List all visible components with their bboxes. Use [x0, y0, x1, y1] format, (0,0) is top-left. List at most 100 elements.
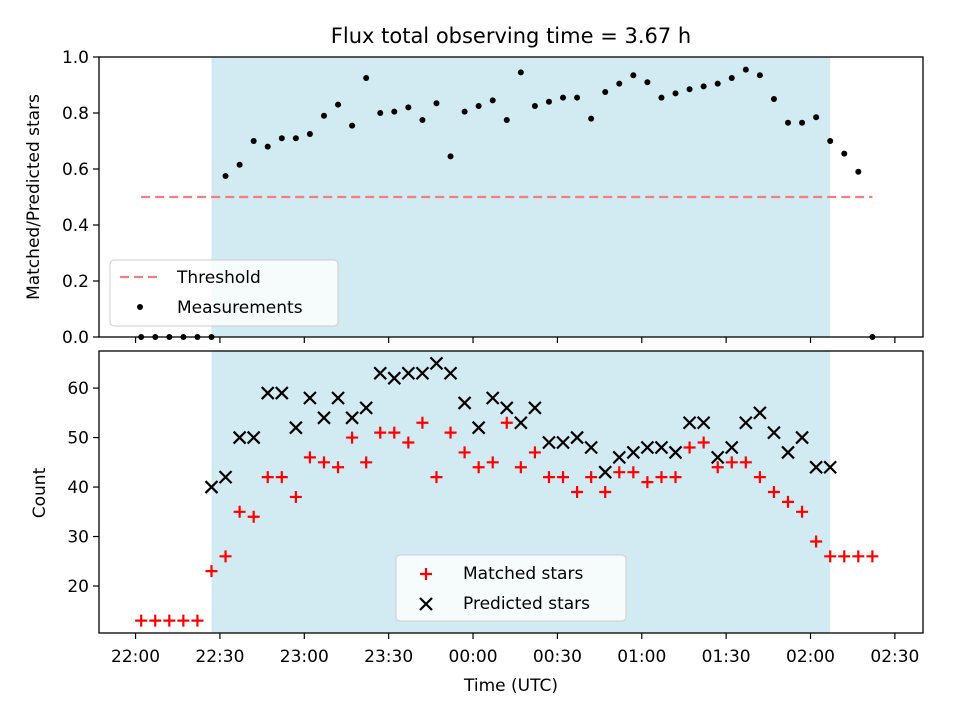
matched-star-markers [135, 416, 879, 627]
measurement-point [264, 143, 271, 150]
count-y-tick-label: 30 [67, 528, 89, 548]
matched-star-marker [571, 486, 584, 498]
measurement-point [503, 117, 510, 123]
measurement-point [841, 150, 848, 157]
measurement-point [545, 98, 552, 105]
measurement-point [349, 122, 356, 129]
predicted-star-marker [626, 445, 641, 460]
measurement-point [785, 119, 792, 126]
measurement-point [320, 112, 327, 119]
predicted-star-marker [542, 435, 556, 450]
matched-star-marker [317, 456, 330, 469]
predicted-star-marker [317, 411, 331, 425]
time-x-tick-label: 00:30 [533, 647, 582, 667]
matched-star-marker [782, 495, 795, 508]
legend-matched-label: Matched stars [463, 564, 583, 584]
matched-star-marker [233, 505, 246, 518]
legend-measurements-label: Measurements [177, 298, 303, 318]
predicted-star-marker [218, 470, 233, 484]
predicted-star-marker [696, 415, 711, 430]
matched-star-marker [374, 426, 387, 439]
count-legend: Matched stars Predicted stars [395, 554, 627, 622]
matched-star-marker [753, 471, 766, 484]
time-x-tick-label: 22:30 [195, 647, 244, 667]
predicted-star-marker [387, 371, 402, 385]
predicted-star-marker [640, 440, 655, 455]
chart-title: Flux total observing time = 3.67 h [331, 24, 691, 48]
predicted-star-marker [415, 366, 430, 381]
measurement-point [278, 135, 285, 142]
predicted-star-marker [345, 411, 359, 425]
time-x-tick-label: 23:30 [364, 647, 413, 667]
measurement-point [377, 110, 384, 116]
measurement-point [672, 90, 679, 97]
predicted-star-marker [359, 401, 373, 415]
count-y-tick-label: 50 [67, 429, 89, 449]
predicted-star-marker [823, 460, 837, 475]
count-y-tick-label: 40 [67, 478, 89, 498]
x-axis-label: Time (UTC) [463, 676, 558, 696]
predicted-star-marker [204, 480, 219, 494]
matched-star-marker [585, 471, 598, 484]
measurement-point [335, 101, 342, 108]
matched-star-marker [514, 461, 527, 474]
predicted-star-marker [570, 430, 584, 445]
legend-predicted-swatch [419, 597, 433, 611]
measurement-point [700, 83, 707, 90]
matched-star-marker [458, 446, 471, 459]
matched-star-marker [430, 471, 443, 484]
predicted-star-marker [443, 366, 458, 381]
count-y-axis: 20 30 40 50 60 [67, 379, 99, 597]
predicted-star-marker [556, 435, 570, 450]
predicted-star-marker [753, 406, 767, 420]
ratio-panel: 0.0 0.2 0.4 0.6 0.8 1.0 Matched/Predicted sta… [24, 48, 924, 348]
predicted-star-marker [795, 430, 809, 445]
matched-star-marker [177, 614, 190, 627]
matched-star-marker [500, 416, 513, 429]
matched-star-marker [205, 565, 218, 578]
matched-star-marker [219, 550, 232, 563]
matched-star-marker [528, 446, 541, 459]
ratio-x-ticks [134, 337, 896, 343]
measurement-point [306, 131, 313, 137]
measurement-point [433, 100, 440, 107]
measurement-point [489, 97, 496, 104]
matched-star-marker [472, 461, 485, 474]
matched-star-marker [388, 426, 401, 439]
matched-star-marker [346, 431, 359, 444]
count-legend-box [395, 554, 627, 622]
predicted-star-marker [598, 465, 612, 479]
count-y-tick-label: 60 [67, 379, 89, 399]
matched-star-marker [613, 466, 626, 479]
matched-star-marker [810, 535, 823, 548]
matched-star-marker [725, 456, 738, 469]
predicted-star-marker [275, 386, 289, 400]
measurement-point [475, 103, 482, 109]
predicted-star-marker [303, 391, 317, 405]
count-panel: 20 30 40 50 60 22:00 22:30 23:00 23:30 00:00 00:3… [30, 351, 924, 696]
measurement-point [644, 79, 651, 86]
matched-star-marker [486, 456, 499, 469]
matched-star-marker [767, 486, 780, 498]
measurement-point [560, 94, 567, 101]
measurement-point [827, 138, 834, 144]
predicted-star-marker [331, 391, 345, 405]
matched-star-marker [627, 466, 640, 479]
legend-threshold-label: Threshold [176, 268, 261, 288]
measurement-point [391, 108, 398, 115]
ratio-y-axis: 0.0 0.2 0.4 0.6 0.8 1.0 [62, 48, 99, 348]
predicted-star-marker [612, 450, 627, 465]
matched-star-marker [669, 471, 682, 484]
matched-star-marker [247, 510, 260, 523]
ratio-y-tick-label: 0.2 [62, 272, 89, 292]
matched-star-marker [444, 426, 457, 439]
predicted-star-marker [710, 450, 725, 465]
predicted-star-marker [246, 430, 261, 445]
matched-star-marker [557, 471, 570, 484]
predicted-star-marker [781, 445, 795, 460]
measurement-point [813, 114, 820, 121]
time-x-tick-label: 01:00 [617, 647, 666, 667]
legend-predicted-label: Predicted stars [463, 594, 590, 614]
matched-star-marker [866, 550, 879, 563]
